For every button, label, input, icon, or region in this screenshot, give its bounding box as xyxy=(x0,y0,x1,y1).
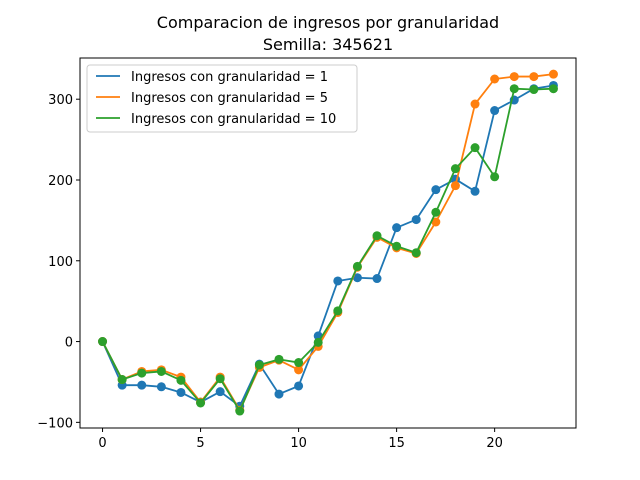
series-1-point xyxy=(294,381,304,391)
series-1-point xyxy=(333,276,343,286)
series-3-point xyxy=(490,172,500,182)
series-3-point xyxy=(117,375,127,385)
legend-label: Ingresos con granularidad = 1 xyxy=(131,70,328,85)
series-2-point xyxy=(529,72,539,82)
series-3-point xyxy=(450,164,460,174)
x-tick-label: 20 xyxy=(486,436,503,451)
series-1-point xyxy=(392,223,402,233)
series-3-point xyxy=(470,143,480,153)
series-3-point xyxy=(274,354,284,364)
series-3-point xyxy=(333,306,343,316)
series-2-point xyxy=(470,99,480,109)
series-3-point xyxy=(215,374,225,384)
series-line-3 xyxy=(101,87,554,412)
series-3-point xyxy=(411,248,421,258)
y-tick-label: 100 xyxy=(48,255,73,270)
y-tick-label: −100 xyxy=(37,416,73,431)
series-1-point xyxy=(431,185,441,195)
legend: Ingresos con granularidad = 1 Ingresos co… xyxy=(86,64,358,133)
series-3-point xyxy=(372,231,382,241)
legend-box xyxy=(86,64,358,133)
series-2-point xyxy=(548,69,558,79)
chart-subtitle: Semilla: 345621 xyxy=(263,35,393,54)
plot-area xyxy=(98,69,558,416)
series-1-point xyxy=(490,106,500,116)
series-3-point xyxy=(352,261,362,271)
series-3-point xyxy=(156,366,166,376)
legend-label: Ingresos con granularidad = 10 xyxy=(131,112,336,127)
legend-label: Ingresos con granularidad = 5 xyxy=(131,91,328,106)
series-1-point xyxy=(352,273,362,283)
axes: 0 5 10 15 20 −100 0 100 200 300 xyxy=(37,57,577,451)
series-2-point xyxy=(431,217,441,227)
y-tick-label: 0 xyxy=(65,336,73,351)
series-3-point xyxy=(313,337,323,347)
series-1-point xyxy=(137,380,147,390)
series-3-point xyxy=(548,84,558,94)
axes-frame xyxy=(79,57,577,429)
series-2-point xyxy=(509,72,519,82)
series-3-point xyxy=(176,375,186,385)
series-3-point xyxy=(529,85,539,95)
series-1-point xyxy=(470,186,480,196)
series-1-point xyxy=(215,387,225,397)
series-2-point xyxy=(450,181,460,191)
series-3-point xyxy=(196,398,206,408)
y-tick-label: 200 xyxy=(48,174,73,189)
series-2-point xyxy=(294,365,304,375)
series-1-point xyxy=(372,274,382,284)
series-3-point xyxy=(294,358,304,368)
series-1-point xyxy=(156,382,166,392)
series-2-point xyxy=(490,74,500,84)
y-tick-label: 300 xyxy=(48,93,73,108)
series-1-point xyxy=(411,215,421,225)
series-3-point xyxy=(137,368,147,378)
series-3-point xyxy=(235,406,245,416)
series-3-point xyxy=(254,360,264,370)
x-tick-label: 15 xyxy=(388,436,405,451)
series-3-point xyxy=(509,84,519,94)
x-tick-label: 0 xyxy=(98,436,106,451)
series-1-point xyxy=(176,387,186,397)
x-tick-label: 10 xyxy=(290,436,307,451)
chart-title: Comparacion de ingresos por granularidad xyxy=(157,13,499,32)
series-3-point xyxy=(98,337,108,347)
series-1-point xyxy=(274,389,284,399)
series-3-point xyxy=(392,241,402,251)
series-3-point xyxy=(431,207,441,217)
series-line-1 xyxy=(101,84,554,408)
x-tick-label: 5 xyxy=(196,436,204,451)
